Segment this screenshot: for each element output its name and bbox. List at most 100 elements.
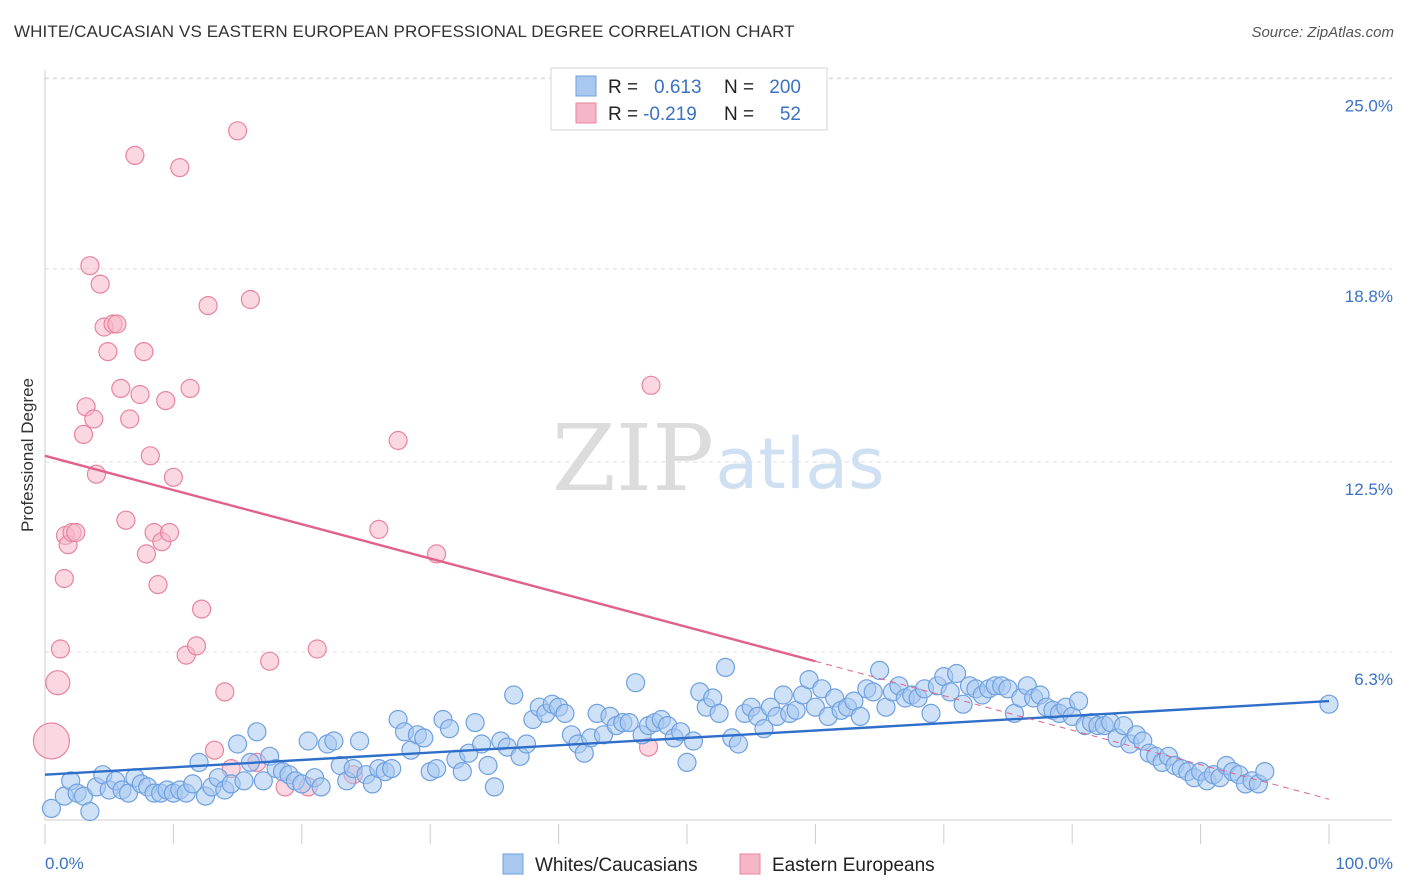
whites-point [382,758,402,779]
eastern-point [136,544,156,564]
whites-point [41,798,62,819]
whites-point [311,777,331,797]
y-tick-label: 25.0% [1345,97,1393,116]
whites-point [869,660,890,681]
x-tick-label-min: 0.0% [45,854,84,873]
eastern-point [84,409,104,429]
legend-r-value-1: 0.613 [654,77,702,98]
y-axis-label: Professional Degree [18,378,37,532]
y-tick-label: 6.3% [1354,670,1393,689]
bottom-legend-label-eastern: Eastern Europeans [772,855,935,876]
trend-line-eastern-extension [815,660,1330,800]
gridlines [45,77,1392,653]
whites-point [953,694,973,714]
source-credit: Source: ZipAtlas.com [1251,24,1394,41]
whites-point [728,734,749,754]
eastern-point [260,651,280,671]
eastern-point [170,158,190,178]
eastern-point [369,519,389,540]
whites-point [465,712,485,733]
legend-r-label-2: R = [608,104,638,125]
legend-swatch-blue [575,75,597,97]
watermark-atlas: atlas [715,423,884,505]
eastern-point [125,145,145,165]
bottom-legend-swatch-eastern [739,853,761,875]
eastern-point [159,522,180,543]
eastern-point [80,256,100,276]
whites-point [709,703,729,724]
y-tick-label: 18.8% [1345,287,1393,306]
eastern-point [186,636,207,656]
eastern-point [156,391,176,411]
eastern-point [98,342,118,362]
bottom-legend-swatch-whites [502,853,524,875]
series-whites-points [41,657,1339,822]
whites-point [247,722,267,742]
legend-n-value-2: 52 [780,104,801,125]
eastern-point [73,424,94,444]
legend-swatch-pink [575,102,597,124]
whites-point [183,774,203,794]
eastern-point [307,639,327,659]
eastern-point [641,375,661,395]
eastern-point [130,384,150,405]
eastern-point [50,639,71,659]
eastern-point [148,574,168,595]
legend-r-label-1: R = [608,77,638,98]
legend-n-label-2: N = [724,104,754,125]
eastern-point [140,446,160,466]
y-tick-label: 12.5% [1345,480,1393,499]
eastern-point [45,670,71,696]
whites-point [946,663,967,684]
whites-point [850,706,870,727]
legend-r-value-2: -0.219 [643,104,697,125]
whites-point [298,731,318,751]
eastern-point [180,378,200,398]
whites-point [516,734,537,754]
legend-n-label-1: N = [724,77,754,98]
whites-point [253,771,273,791]
legend-n-value-1: 200 [769,77,801,98]
whites-point [504,685,524,705]
whites-point [414,728,434,748]
whites-point [478,755,498,776]
whites-point [677,752,697,773]
legend-box: R = 0.613 N = 200 R = -0.219 N = 52 [550,67,828,131]
whites-point [715,657,736,678]
eastern-point [198,296,218,316]
eastern-point [215,682,235,702]
x-tick-label-max: 100.0% [1335,854,1393,873]
eastern-point [111,378,131,398]
whites-point [350,731,370,751]
whites-point [324,731,344,751]
bottom-legend-label-whites: Whites/Caucasians [535,855,698,876]
eastern-point [116,510,136,530]
whites-point [1319,694,1339,714]
whites-point [459,743,479,763]
bottom-legend: Whites/Caucasians Eastern Europeans [502,853,935,876]
whites-point [234,771,254,791]
whites-point [773,685,793,705]
whites-point [484,777,504,797]
eastern-point [120,409,140,429]
whites-point [452,761,472,782]
trend-lines [44,454,1330,800]
eastern-point [54,568,74,589]
whites-point [921,703,941,724]
watermark-zip: ZIP [552,405,714,512]
whites-point [427,758,447,779]
watermark: ZIP atlas [552,405,885,512]
eastern-point [134,342,154,362]
eastern-point [388,430,408,451]
chart-title: WHITE/CAUCASIAN VS EASTERN EUROPEAN PROF… [14,22,795,41]
eastern-point [32,722,71,760]
whites-point [228,734,248,754]
eastern-point [192,599,212,619]
whites-point [625,673,646,693]
whites-point [619,712,639,733]
whites-point [439,719,460,739]
eastern-point [107,314,127,334]
trend-line-eastern [44,454,816,663]
eastern-point [228,121,248,141]
